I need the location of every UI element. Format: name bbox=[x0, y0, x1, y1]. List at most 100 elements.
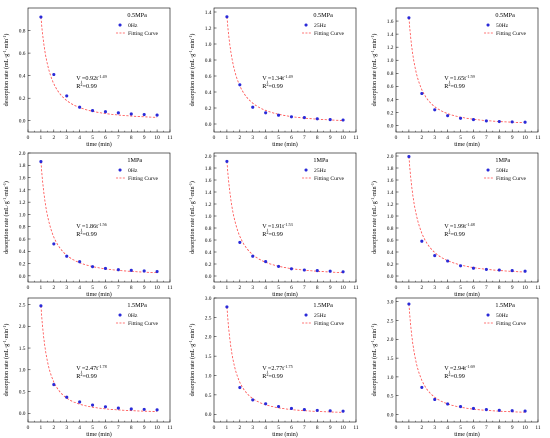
y-axis-label: desorption rate (mL·g-1·min-1) bbox=[188, 181, 197, 254]
data-point bbox=[497, 120, 501, 124]
y-tick-label: 1.8 bbox=[387, 166, 394, 172]
data-point bbox=[264, 111, 268, 115]
x-tick-label: 1 bbox=[408, 135, 411, 141]
data-point bbox=[276, 264, 281, 268]
y-tick-label: 0.2 bbox=[205, 262, 212, 268]
x-tick-label: 11 bbox=[353, 285, 358, 291]
x-tick-label: 7 bbox=[303, 425, 306, 431]
x-tick-label: 10 bbox=[522, 285, 528, 291]
x-tick-label: 6 bbox=[472, 285, 475, 291]
data-point bbox=[264, 402, 268, 406]
x-axis-label: time (min) bbox=[86, 291, 112, 298]
x-tick-label: 9 bbox=[143, 285, 146, 291]
y-tick-label: 1.8 bbox=[19, 163, 26, 169]
y-axis-label: desorption rate (mL·g-1·min-1) bbox=[370, 181, 379, 254]
data-point bbox=[90, 265, 95, 269]
data-point bbox=[251, 398, 255, 402]
legend-fitting-curve: Fitting Curve bbox=[314, 176, 345, 182]
x-tick-label: 8 bbox=[316, 285, 319, 291]
data-point bbox=[264, 260, 268, 264]
y-axis-label: desorption rate (mL·g-1·min-1) bbox=[188, 324, 197, 397]
data-point bbox=[251, 105, 255, 109]
fit-equation: Vt=2.94t-1.69 bbox=[444, 363, 474, 373]
y-tick-label: 0.8 bbox=[19, 28, 26, 34]
data-point bbox=[238, 83, 242, 87]
y-tick-label: 0.5 bbox=[387, 394, 394, 400]
plot-frame bbox=[213, 7, 357, 133]
y-tick-label: 0.2 bbox=[19, 96, 26, 102]
legend-point-marker bbox=[118, 313, 122, 317]
x-tick-label: 10 bbox=[154, 425, 160, 431]
y-tick-label: 0.6 bbox=[387, 84, 394, 90]
y-tick-label: 0.2 bbox=[19, 261, 26, 267]
x-tick-label: 9 bbox=[511, 285, 514, 291]
data-point bbox=[341, 270, 345, 274]
x-tick-label: 5 bbox=[277, 425, 280, 431]
data-point bbox=[328, 409, 332, 413]
data-point bbox=[484, 408, 488, 412]
x-tick-label: 6 bbox=[290, 285, 293, 291]
data-point bbox=[116, 406, 120, 410]
panel-7: 0 1 2 3 4 5 6 7 8 9 10 11 0.0 0.5 1.0 1.5 2.0 2.5 time (mi… bbox=[2, 297, 173, 438]
x-tick-label: 10 bbox=[340, 135, 346, 141]
data-point bbox=[65, 395, 69, 399]
x-tick-label: 9 bbox=[511, 135, 514, 141]
y-tick-label: 0.6 bbox=[387, 238, 394, 244]
data-point bbox=[523, 269, 527, 273]
x-tick-label: 2 bbox=[420, 135, 423, 141]
y-tick-label: 1.6 bbox=[205, 178, 212, 184]
data-point bbox=[129, 268, 133, 272]
y-tick-label: 1.0 bbox=[387, 375, 394, 381]
x-tick-label: 1 bbox=[40, 135, 43, 141]
x-tick-label: 0 bbox=[395, 285, 398, 291]
x-axis-label: time (min) bbox=[454, 431, 480, 438]
legend-point-marker bbox=[304, 168, 308, 172]
legend-point-marker bbox=[304, 23, 308, 27]
data-point bbox=[39, 15, 43, 19]
y-tick-label: 0.8 bbox=[19, 225, 26, 231]
x-tick-label: 6 bbox=[290, 135, 293, 141]
legend-frequency: 50Hz bbox=[496, 313, 509, 319]
y-tick-label: 1.0 bbox=[387, 214, 394, 220]
x-tick-label: 7 bbox=[117, 425, 120, 431]
y-tick-label: 0.0 bbox=[19, 274, 26, 280]
x-tick-label: 10 bbox=[522, 135, 528, 141]
x-tick-label: 3 bbox=[251, 135, 254, 141]
x-tick-label: 5 bbox=[277, 285, 280, 291]
data-point bbox=[103, 110, 108, 114]
data-point bbox=[433, 108, 437, 112]
data-point bbox=[523, 409, 527, 413]
x-tick-label: 5 bbox=[459, 425, 462, 431]
data-point bbox=[341, 409, 345, 413]
panel-5: 0 1 2 3 4 5 6 7 8 9 10 11 0.0 0.2 0.4 0.6 0.8 1.0 1.2 1.4 1.… bbox=[188, 152, 359, 298]
data-point bbox=[302, 268, 306, 272]
data-point bbox=[142, 269, 146, 273]
y-tick-label: 1.6 bbox=[387, 19, 394, 25]
y-tick-label: 1.0 bbox=[205, 214, 212, 220]
x-tick-label: 7 bbox=[117, 285, 120, 291]
x-tick-label: 7 bbox=[303, 135, 306, 141]
y-tick-label: 1.4 bbox=[387, 32, 394, 38]
x-tick-label: 8 bbox=[316, 135, 319, 141]
legend-frequency: 25Hz bbox=[314, 313, 327, 319]
y-tick-label: 1.2 bbox=[387, 202, 394, 208]
x-tick-label: 0 bbox=[27, 135, 30, 141]
x-tick-label: 11 bbox=[535, 285, 540, 291]
x-tick-label: 6 bbox=[104, 135, 107, 141]
data-point bbox=[90, 403, 95, 407]
data-point bbox=[129, 407, 133, 411]
y-tick-label: 2.0 bbox=[19, 151, 26, 157]
x-tick-label: 0 bbox=[213, 425, 216, 431]
x-axis-label: time (min) bbox=[454, 291, 480, 298]
data-point bbox=[458, 116, 463, 120]
data-point bbox=[225, 159, 229, 163]
y-tick-label: 0.2 bbox=[387, 110, 394, 116]
y-tick-label: 1.4 bbox=[19, 188, 26, 194]
data-point bbox=[289, 115, 294, 119]
y-tick-label: 2.0 bbox=[387, 337, 394, 343]
x-tick-label: 3 bbox=[433, 285, 436, 291]
r-squared-label: R2=0.99 bbox=[76, 229, 97, 238]
x-tick-label: 9 bbox=[143, 135, 146, 141]
y-tick-label: 2.0 bbox=[205, 154, 212, 160]
